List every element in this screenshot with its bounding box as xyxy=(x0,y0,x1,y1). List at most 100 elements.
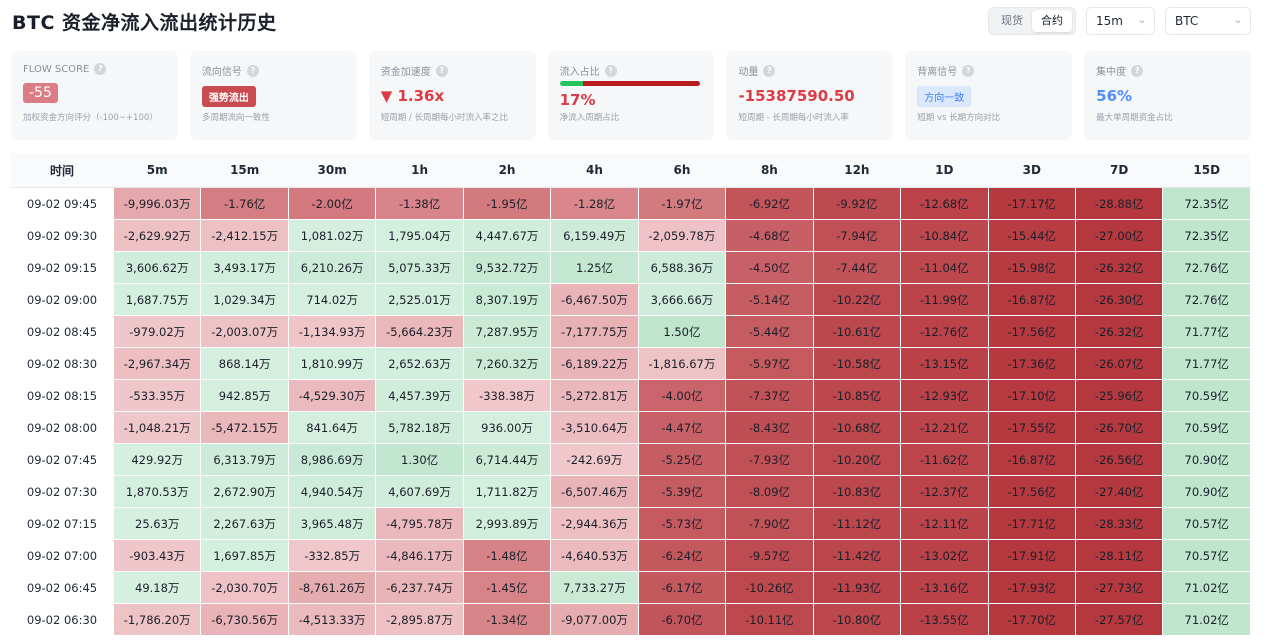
flow-history-table-wrapper[interactable]: 时间 5m 15m 30m 1h 2h 4h 6h 8h 12h 1D 3D 7D 15D 09-02 0… xyxy=(10,153,1251,643)
flow-cell: 2,525.01万 xyxy=(375,283,464,316)
flow-cell: -10.85亿 xyxy=(812,379,902,412)
flow-cell: -6,467.50万 xyxy=(550,283,639,316)
flow-cell: 3,493.17万 xyxy=(200,251,289,284)
flow-cell: -4.00亿 xyxy=(637,379,727,412)
flow-cell: -1.95亿 xyxy=(462,187,552,220)
flow-cell: -11.04亿 xyxy=(900,251,989,284)
flow-cell: 70.90亿 xyxy=(1162,475,1251,508)
column-header-30m: 30m xyxy=(288,153,376,188)
flow-cell: -4,846.17万 xyxy=(375,539,464,572)
flow-cell: -13.55亿 xyxy=(900,603,989,636)
card-concentration: 集中度 ? 56% 最大单周期资金占比 xyxy=(1084,51,1252,140)
flow-cell: -10.80亿 xyxy=(812,603,902,636)
column-header-3d: 3D xyxy=(988,153,1076,188)
card-label: 资金加速度 xyxy=(380,67,431,78)
help-icon[interactable]: ? xyxy=(246,64,259,77)
flow-cell: 72.35亿 xyxy=(1162,187,1251,220)
flow-cell: -17.56亿 xyxy=(987,315,1076,348)
tab-futures[interactable]: 合约 xyxy=(1032,10,1072,32)
flow-cell: 1,870.53万 xyxy=(112,475,202,508)
flow-cell: -903.43万 xyxy=(112,539,202,572)
card-label: FLOW SCORE xyxy=(23,63,90,75)
flow-cell: 4,940.54万 xyxy=(287,475,377,508)
flow-cell: -17.70亿 xyxy=(987,603,1076,636)
help-icon[interactable]: ? xyxy=(94,63,107,75)
flow-cell: 6,313.79万 xyxy=(200,443,289,476)
column-header-6h: 6h xyxy=(638,153,726,188)
flow-cell: -27.57亿 xyxy=(1074,603,1164,636)
flow-cell: 5,782.18万 xyxy=(375,411,464,444)
card-description: 净流入周期占比 xyxy=(559,113,620,123)
flow-cell: 6,714.44万 xyxy=(462,443,552,476)
card-label: 动量 xyxy=(738,67,759,78)
flow-cell: 2,672.90万 xyxy=(200,475,289,508)
flow-cell: 8,307.19万 xyxy=(462,283,552,316)
flow-cell: 71.02亿 xyxy=(1162,603,1251,636)
flow-cell: 936.00万 xyxy=(462,411,552,444)
flow-cell: -17.10亿 xyxy=(987,379,1076,412)
flow-cell: -27.00亿 xyxy=(1074,219,1164,252)
flow-cell: -2,059.78万 xyxy=(637,219,727,252)
flow-cell: -2,944.36万 xyxy=(550,507,639,540)
help-icon[interactable]: ? xyxy=(604,64,617,77)
flow-cell: -5,664.23万 xyxy=(375,315,464,348)
flow-cell: -3,510.64万 xyxy=(550,411,639,444)
symbol-select[interactable]: BTC ⌄ xyxy=(1165,7,1251,35)
card-description: 短周期 - 长周期每小时流入率 xyxy=(738,113,849,123)
flow-cell: 714.02万 xyxy=(287,283,377,316)
table-row: 09-02 08:30 -2,967.34万 868.14万 1,810.99万 2,6… xyxy=(10,347,1251,380)
flow-cell: -533.35万 xyxy=(112,379,202,412)
flow-cell: -17.56亿 xyxy=(987,475,1076,508)
flow-cell: -10.22亿 xyxy=(812,283,902,316)
table-row: 09-02 07:30 1,870.53万 2,672.90万 4,940.54万 4,… xyxy=(10,475,1251,508)
flow-signal-badge: 强势流出 xyxy=(201,85,256,107)
flow-cell: 9,532.72万 xyxy=(462,251,552,284)
flow-cell: -242.69万 xyxy=(550,443,639,476)
momentum-value: -15387590.50 xyxy=(738,87,855,105)
flow-cell: 3,666.66万 xyxy=(637,283,727,316)
flow-cell: -4.50亿 xyxy=(725,251,814,284)
flow-cell: -1,786.20万 xyxy=(112,603,202,636)
row-time: 09-02 08:15 xyxy=(10,379,114,412)
help-icon[interactable]: ? xyxy=(435,64,448,77)
flow-cell: -12.93亿 xyxy=(900,379,989,412)
help-icon[interactable]: ? xyxy=(763,64,776,77)
help-icon[interactable]: ? xyxy=(962,64,975,77)
flow-cell: -2,003.07万 xyxy=(200,315,289,348)
flow-cell: -27.40亿 xyxy=(1074,475,1164,508)
row-time: 09-02 09:15 xyxy=(10,251,114,284)
flow-cell: 6,210.26万 xyxy=(287,251,377,284)
flow-cell: -15.44亿 xyxy=(987,219,1076,252)
flow-cell: 6,588.36万 xyxy=(637,251,727,284)
flow-cell: -13.02亿 xyxy=(900,539,989,572)
card-label: 流入占比 xyxy=(559,67,600,78)
inflow-ratio-fill xyxy=(559,81,584,86)
table-row: 09-02 07:15 25.63万 2,267.63万 3,965.48万 -4,79… xyxy=(10,507,1251,540)
flow-cell: -26.70亿 xyxy=(1074,411,1164,444)
interval-select[interactable]: 15m ⌄ xyxy=(1086,7,1155,35)
flow-cell: -2,412.15万 xyxy=(200,219,289,252)
flow-cell: 70.57亿 xyxy=(1162,539,1251,572)
flow-cell: -9,996.03万 xyxy=(112,187,202,220)
column-header-4h: 4h xyxy=(550,153,639,188)
row-time: 09-02 09:00 xyxy=(10,283,114,316)
table-row: 09-02 08:00 -1,048.21万 -5,472.15万 841.64万 5,… xyxy=(10,411,1251,444)
help-icon[interactable]: ? xyxy=(1131,64,1144,77)
flow-cell: -979.02万 xyxy=(112,315,202,348)
card-flow-score: FLOW SCORE ? -55 加权资金方向评分（-100~+100） xyxy=(11,51,178,140)
flow-cell: -5.73亿 xyxy=(637,507,727,540)
flow-cell: -11.93亿 xyxy=(812,571,902,604)
concentration-value: 56% xyxy=(1096,87,1133,105)
flow-cell: 70.59亿 xyxy=(1162,379,1251,412)
flow-cell: 5,075.33万 xyxy=(375,251,464,284)
row-time: 09-02 06:30 xyxy=(10,603,114,636)
tab-spot[interactable]: 现货 xyxy=(1001,14,1023,27)
flow-cell: 49.18万 xyxy=(112,571,202,604)
flow-cell: 7,733.27万 xyxy=(550,571,639,604)
flow-cell: -13.16亿 xyxy=(900,571,989,604)
flow-score-badge: -55 xyxy=(23,83,58,103)
row-time: 09-02 07:30 xyxy=(10,475,114,508)
flow-cell: 72.35亿 xyxy=(1162,219,1251,252)
flow-cell: -11.62亿 xyxy=(900,443,989,476)
flow-cell: -11.99亿 xyxy=(900,283,989,316)
